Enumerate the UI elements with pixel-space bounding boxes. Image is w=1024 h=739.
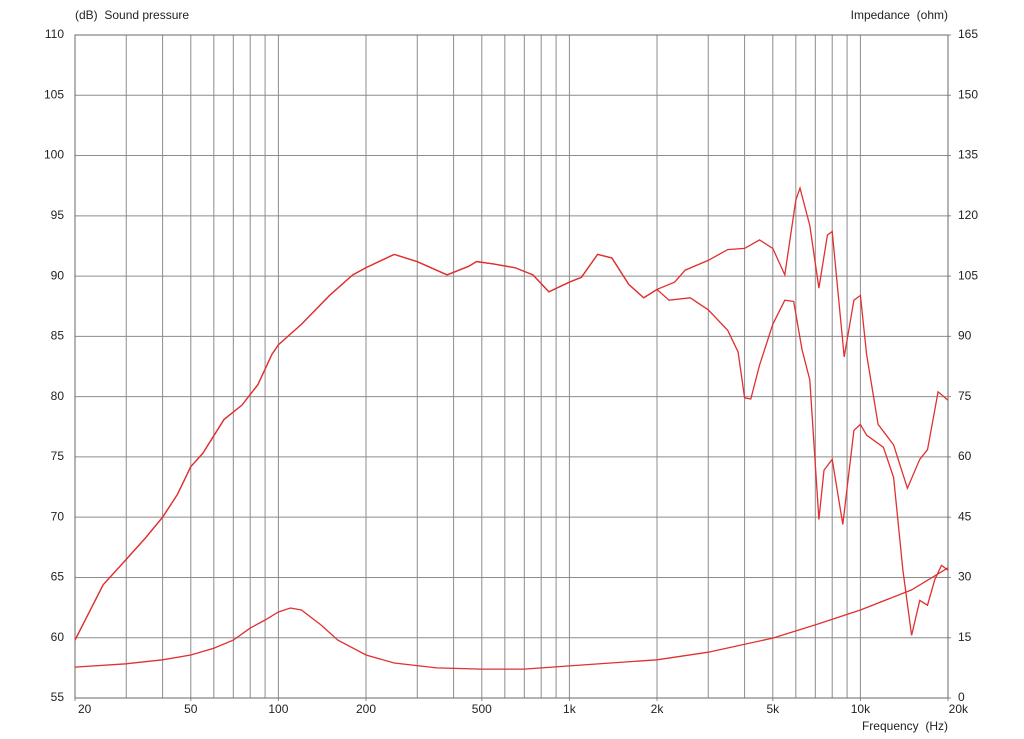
y-axis-label: (dB) Sound pressure [75, 8, 189, 22]
y2-tick-label: 30 [958, 570, 972, 584]
y-tick-label: 60 [51, 630, 65, 644]
x-tick-label: 5k [766, 702, 780, 716]
y-tick-label: 85 [51, 329, 65, 343]
y-tick-label: 90 [51, 268, 65, 282]
x-tick-label: 20 [78, 702, 92, 716]
curve [74, 253, 949, 641]
y-tick-label: 105 [44, 87, 64, 101]
y2-tick-label: 75 [958, 389, 972, 403]
y-tick-label: 80 [51, 389, 65, 403]
y2-tick-label: 105 [958, 268, 978, 282]
y2-tick-label: 90 [958, 329, 972, 343]
y2-axis-label: Impedance (ohm) [851, 8, 948, 22]
y2-tick-label: 135 [958, 148, 978, 162]
y2-tick-label: 45 [958, 509, 972, 523]
plot-frame [74, 34, 949, 699]
y2-tick-label: 120 [958, 208, 978, 222]
x-tick-label: 10k [851, 702, 871, 716]
y-tick-label: 55 [51, 690, 65, 704]
x-tick-label: 200 [356, 702, 376, 716]
y-tick-label: 110 [45, 27, 64, 41]
x-tick-label: 20k [949, 702, 969, 716]
y2-tick-label: 60 [958, 449, 972, 463]
x-axis-label: Frequency (Hz) [862, 719, 948, 733]
y-tick-label: 100 [44, 148, 64, 162]
x-tick-label: 500 [472, 702, 492, 716]
curve [74, 567, 949, 670]
y-tick-label: 75 [51, 449, 65, 463]
y-tick-label: 65 [51, 570, 65, 584]
y-tick-label: 70 [51, 509, 65, 523]
y2-tick-label: 165 [958, 27, 978, 41]
x-tick-label: 50 [184, 702, 198, 716]
y2-tick-label: 150 [958, 87, 978, 101]
y-tick-label: 95 [51, 208, 65, 222]
x-tick-label: 2k [651, 702, 665, 716]
y2-tick-label: 15 [958, 630, 972, 644]
x-tick-label: 1k [563, 702, 577, 716]
y2-tick-label: 0 [958, 690, 965, 704]
x-tick-label: 100 [268, 702, 288, 716]
curve [74, 185, 949, 641]
